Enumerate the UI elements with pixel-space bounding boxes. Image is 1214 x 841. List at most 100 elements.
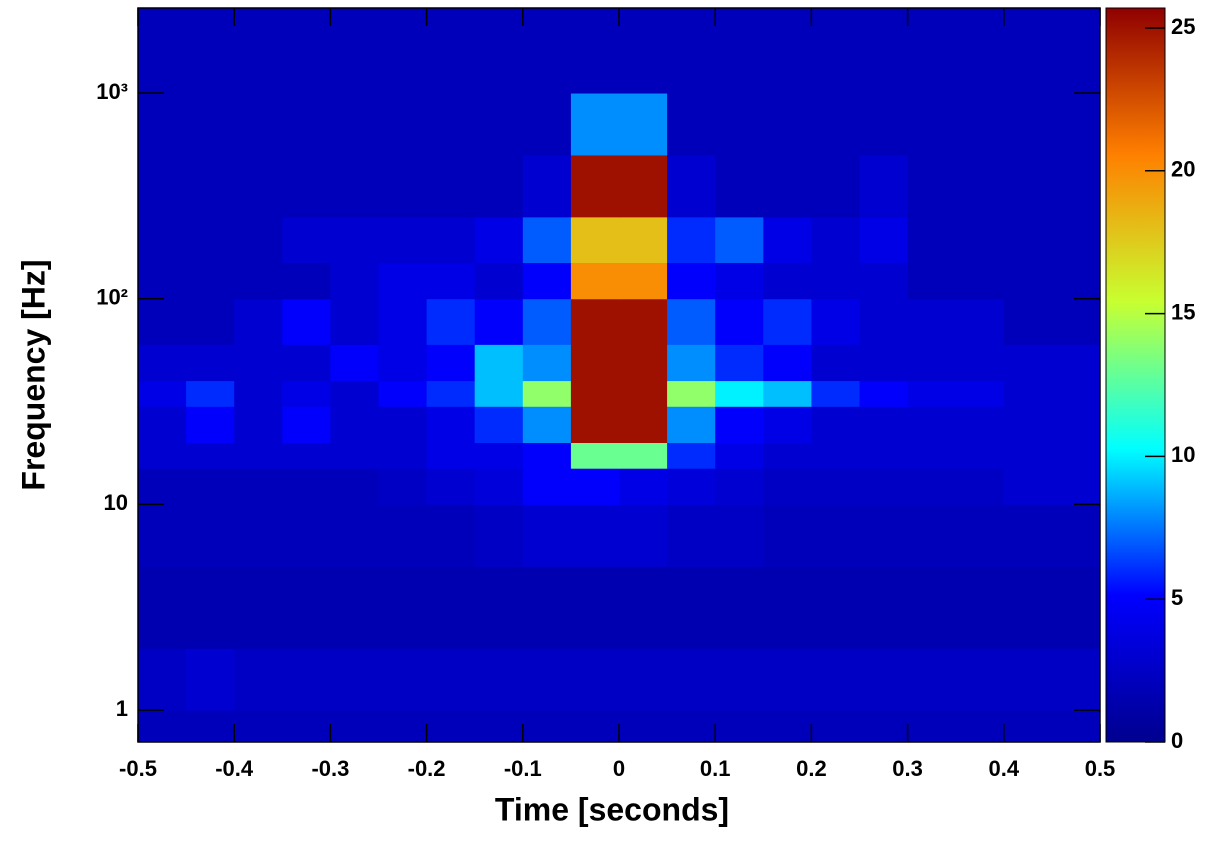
heatmap-cell xyxy=(667,566,716,649)
heatmap-cell xyxy=(955,442,1005,469)
heatmap-cell xyxy=(859,380,909,407)
heatmap-cell xyxy=(763,298,812,345)
heatmap-cell xyxy=(619,504,668,567)
heatmap-cell xyxy=(522,8,572,94)
heatmap-cell xyxy=(859,442,909,469)
heatmap-cell xyxy=(426,298,476,345)
heatmap-cell xyxy=(474,154,524,218)
heatmap-cell xyxy=(955,504,1005,567)
heatmap-cell xyxy=(955,8,1005,94)
heatmap-cell xyxy=(570,8,620,94)
heatmap-cell xyxy=(138,344,187,382)
heatmap-cell xyxy=(282,566,331,649)
heatmap-cell xyxy=(907,406,957,444)
heatmap-cell xyxy=(138,380,187,407)
heatmap-cell xyxy=(330,262,379,300)
heatmap-cell xyxy=(907,93,957,156)
colorbar-tick-label: 0 xyxy=(1171,728,1183,753)
heatmap-cell xyxy=(234,648,283,711)
heatmap-cell xyxy=(763,8,812,94)
colorbar xyxy=(1105,7,1166,743)
heatmap-cell xyxy=(474,262,524,300)
heatmap-cell xyxy=(378,710,428,743)
heatmap-cell xyxy=(1003,344,1053,382)
heatmap-cell xyxy=(763,504,812,567)
heatmap-cell xyxy=(619,93,668,156)
heatmap-cell xyxy=(859,566,909,649)
heatmap-cell xyxy=(186,442,235,469)
heatmap-cell xyxy=(186,344,235,382)
heatmap-cell xyxy=(522,710,572,743)
heatmap-cell xyxy=(715,442,764,469)
heatmap-cell xyxy=(426,710,476,743)
y-tick-label: 10³ xyxy=(96,79,128,104)
heatmap-cell xyxy=(619,442,668,469)
heatmap-cell xyxy=(138,468,187,505)
heatmap-cell xyxy=(811,93,860,156)
heatmap-cell xyxy=(378,344,428,382)
heatmap-cell xyxy=(715,298,764,345)
heatmap-cell xyxy=(234,442,283,469)
heatmap-cell xyxy=(1051,93,1101,156)
heatmap-cell xyxy=(715,504,764,567)
heatmap-cell xyxy=(138,298,187,345)
heatmap-cell xyxy=(234,93,283,156)
heatmap-cell xyxy=(715,216,764,264)
heatmap-cell xyxy=(907,468,957,505)
heatmap-cell xyxy=(570,468,620,505)
heatmap-cell xyxy=(907,648,957,711)
heatmap-cell xyxy=(138,406,187,444)
x-tick-label: 0.3 xyxy=(892,756,923,781)
heatmap-cell xyxy=(234,298,283,345)
heatmap-cell xyxy=(522,380,572,407)
x-tick-label: 0.1 xyxy=(700,756,731,781)
heatmap-cell xyxy=(667,154,716,218)
colorbar-tick-label: 15 xyxy=(1171,299,1195,324)
heatmap-cell xyxy=(1051,154,1101,218)
heatmap-cell xyxy=(474,710,524,743)
heatmap-cell xyxy=(186,468,235,505)
heatmap-cell xyxy=(763,344,812,382)
heatmap-cell xyxy=(1003,468,1053,505)
heatmap-cell xyxy=(426,344,476,382)
heatmap-cell xyxy=(474,406,524,444)
heatmap-cell xyxy=(811,504,860,567)
heatmap-cell xyxy=(907,154,957,218)
heatmap-cell xyxy=(234,262,283,300)
heatmap-cell xyxy=(763,154,812,218)
heatmap-cell xyxy=(138,154,187,218)
heatmap-cell xyxy=(378,154,428,218)
heatmap-cell xyxy=(859,154,909,218)
heatmap-cell xyxy=(138,8,187,94)
heatmap-cell xyxy=(570,648,620,711)
heatmap-cell xyxy=(426,380,476,407)
x-tick-label: 0.5 xyxy=(1085,756,1116,781)
heatmap-cell xyxy=(811,380,860,407)
heatmap-cell xyxy=(859,216,909,264)
heatmap-cell xyxy=(474,468,524,505)
heatmap-cell xyxy=(1051,298,1101,345)
heatmap-cell xyxy=(1003,710,1053,743)
x-tick-label: 0 xyxy=(613,756,625,781)
heatmap-cell xyxy=(667,468,716,505)
heatmap-cell xyxy=(619,380,668,407)
heatmap-cell xyxy=(330,406,379,444)
heatmap-cell xyxy=(330,8,379,94)
heatmap-cell xyxy=(426,93,476,156)
heatmap-cell xyxy=(667,262,716,300)
heatmap-cell xyxy=(570,344,620,382)
colorbar-tick-label: 25 xyxy=(1171,14,1195,39)
x-tick-label: -0.4 xyxy=(215,756,254,781)
heatmap-cell xyxy=(859,468,909,505)
heatmap-cell xyxy=(570,504,620,567)
heatmap-cell xyxy=(619,344,668,382)
y-tick-label: 10² xyxy=(96,285,128,310)
heatmap-cell xyxy=(570,380,620,407)
heatmap-cell xyxy=(907,380,957,407)
heatmap-cell xyxy=(138,93,187,156)
heatmap-cell xyxy=(282,93,331,156)
heatmap-cell xyxy=(522,406,572,444)
heatmap-cell xyxy=(378,406,428,444)
heatmap-cell xyxy=(1003,262,1053,300)
x-tick-label: 0.4 xyxy=(989,756,1020,781)
